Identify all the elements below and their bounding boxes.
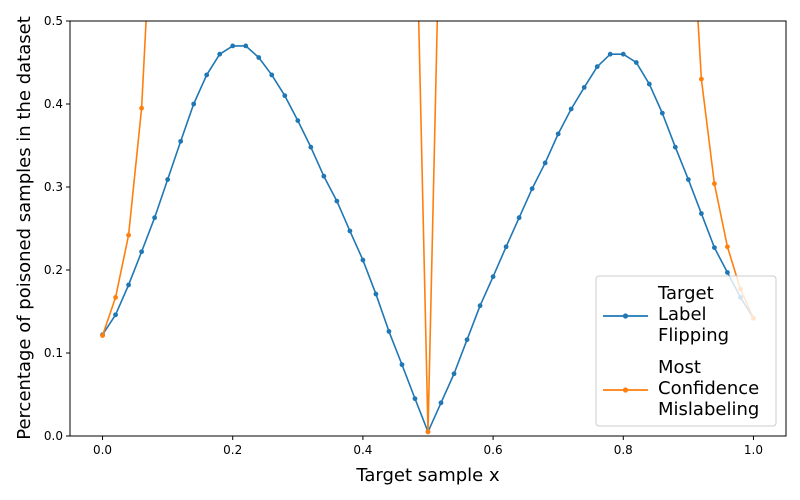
data-point bbox=[712, 181, 717, 187]
series-most-confidence-mislabeling bbox=[100, 21, 756, 435]
data-point bbox=[282, 93, 288, 99]
data-point bbox=[542, 160, 548, 166]
data-point bbox=[113, 294, 118, 300]
data-point bbox=[425, 429, 431, 435]
data-point bbox=[386, 329, 392, 334]
data-point bbox=[464, 337, 470, 343]
data-point bbox=[516, 215, 522, 221]
y-tick-label: 0.1 bbox=[44, 346, 63, 360]
legend-label-line: Most bbox=[658, 357, 701, 378]
x-tick-label: 0.6 bbox=[484, 443, 503, 457]
data-point bbox=[412, 396, 418, 402]
data-point bbox=[100, 333, 105, 338]
data-point bbox=[620, 51, 626, 57]
data-point bbox=[698, 76, 704, 82]
data-point bbox=[581, 85, 587, 90]
data-point bbox=[204, 72, 210, 78]
data-point bbox=[725, 244, 730, 250]
data-point bbox=[191, 101, 197, 107]
legend-label-line: Target bbox=[657, 283, 714, 304]
x-tick-label: 0.2 bbox=[223, 443, 242, 457]
data-point bbox=[672, 144, 678, 150]
data-point bbox=[373, 291, 379, 297]
legend-swatch-marker bbox=[622, 387, 629, 393]
data-point bbox=[555, 131, 561, 137]
data-point bbox=[607, 51, 613, 57]
y-tick-label: 0.0 bbox=[44, 429, 63, 443]
data-point bbox=[698, 211, 704, 216]
plot-series bbox=[100, 21, 756, 435]
data-point bbox=[347, 228, 353, 234]
y-tick-label: 0.3 bbox=[44, 180, 63, 194]
data-point bbox=[126, 282, 131, 288]
legend-swatch-marker bbox=[622, 313, 629, 319]
data-point bbox=[438, 400, 444, 406]
data-point bbox=[360, 257, 366, 263]
data-point bbox=[139, 105, 145, 111]
data-point bbox=[399, 362, 405, 368]
data-point bbox=[165, 177, 171, 182]
y-axis-ticks: 0.0 0.1 0.2 0.3 0.4 0.5 bbox=[44, 14, 70, 443]
data-point bbox=[321, 173, 327, 179]
data-point bbox=[712, 245, 717, 250]
data-point bbox=[646, 81, 652, 87]
data-point bbox=[685, 177, 691, 182]
data-point bbox=[308, 144, 314, 150]
x-tick-label: 0.8 bbox=[614, 443, 633, 457]
data-point bbox=[126, 232, 131, 238]
x-tick-label: 0.0 bbox=[93, 443, 112, 457]
data-point bbox=[295, 118, 301, 123]
legend-label-line: Mislabeling bbox=[658, 399, 759, 420]
data-point bbox=[217, 51, 223, 57]
legend-box bbox=[595, 275, 777, 427]
data-point bbox=[139, 249, 145, 255]
x-tick-label: 0.4 bbox=[353, 443, 372, 457]
data-point bbox=[152, 215, 158, 221]
y-tick-label: 0.2 bbox=[44, 263, 63, 277]
y-axis-title: Percentage of poisoned samples in the da… bbox=[14, 16, 35, 440]
data-point bbox=[490, 274, 496, 280]
data-point bbox=[269, 72, 275, 78]
data-point bbox=[594, 64, 600, 70]
data-point bbox=[477, 303, 483, 309]
data-point bbox=[568, 106, 574, 112]
data-point bbox=[451, 371, 457, 377]
legend-label-line: Flipping bbox=[658, 325, 729, 346]
x-tick-label: 1.0 bbox=[744, 443, 763, 457]
data-point bbox=[503, 244, 509, 250]
y-tick-label: 0.4 bbox=[44, 97, 63, 111]
data-point bbox=[113, 312, 118, 318]
legend-label-line: Confidence bbox=[658, 378, 759, 399]
legend-label-line: Label bbox=[658, 304, 707, 325]
data-point bbox=[334, 198, 340, 204]
data-point bbox=[659, 110, 665, 116]
series-line-most-confidence-mislabeling bbox=[101, 21, 755, 433]
plot-frame bbox=[69, 20, 787, 437]
x-axis-title: Target sample x bbox=[355, 465, 500, 486]
data-point bbox=[243, 43, 249, 49]
data-point bbox=[529, 186, 535, 192]
y-tick-label: 0.5 bbox=[44, 14, 63, 28]
data-point bbox=[256, 55, 262, 60]
data-point bbox=[230, 43, 236, 49]
x-axis-ticks: 0.0 0.2 0.4 0.6 0.8 1.0 bbox=[93, 436, 763, 457]
data-point bbox=[725, 270, 730, 275]
data-point bbox=[633, 60, 639, 65]
data-point bbox=[178, 138, 184, 144]
